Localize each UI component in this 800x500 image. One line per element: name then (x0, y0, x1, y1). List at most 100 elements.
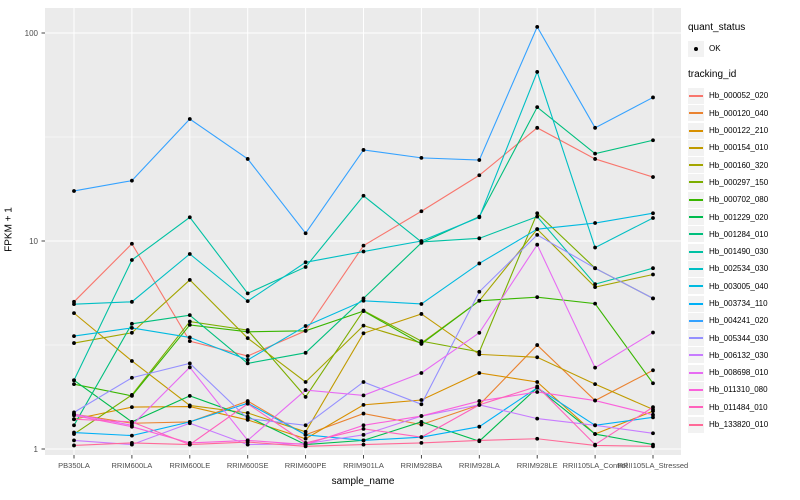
data-point (651, 138, 655, 143)
data-point (477, 261, 482, 266)
data-point (419, 440, 424, 445)
x-tick-label: RRII105LA_Stressed (617, 461, 689, 470)
data-point (593, 245, 597, 250)
legend-line-swatch (689, 233, 703, 236)
data-point (535, 214, 540, 219)
legend-line-swatch (689, 94, 703, 97)
legend: quant_status OK tracking_id Hb_000052_02… (688, 22, 800, 433)
data-point (361, 438, 366, 443)
data-point (187, 361, 192, 366)
data-point (187, 442, 192, 447)
y-axis-title: FPKM + 1 (3, 207, 15, 252)
legend-item-label: Hb_001284_010 (709, 229, 769, 239)
legend-item-Hb_005344_030: Hb_005344_030 (688, 329, 800, 347)
legend-key-box (688, 209, 704, 226)
legend-key-box (688, 243, 704, 260)
point-marker-icon (694, 46, 698, 51)
data-point (419, 302, 424, 306)
legend-item-Hb_000297_150: Hb_000297_150 (688, 174, 800, 191)
data-point (361, 298, 366, 303)
legend-item-label: Hb_011484_010 (709, 402, 768, 412)
legend-key-box (688, 416, 704, 433)
legend-key-box (688, 40, 704, 57)
legend-key-box (688, 87, 704, 104)
data-point (245, 354, 250, 358)
data-point (477, 438, 482, 443)
data-point (419, 414, 424, 418)
data-point (477, 215, 482, 220)
data-point (361, 426, 366, 431)
data-point (651, 296, 655, 301)
x-tick-label: RRIM600LE (169, 461, 211, 470)
data-point (130, 321, 134, 326)
data-point (651, 412, 655, 417)
legend-key-box (688, 399, 704, 416)
legend-item-Hb_001284_010: Hb_001284_010 (688, 226, 800, 243)
data-point (361, 393, 366, 398)
data-point (130, 299, 134, 304)
legend-line-swatch (689, 319, 703, 322)
data-point (187, 313, 192, 318)
x-tick-label: PB350LA (58, 461, 90, 470)
legend-item-label: Hb_000160_320 (709, 160, 769, 170)
data-point (130, 178, 134, 183)
data-point (361, 193, 366, 198)
legend-item-label: Hb_004241_020 (709, 316, 769, 326)
legend-line-swatch (689, 354, 703, 357)
x-tick-label: RRIM928LE (516, 461, 558, 470)
legend-key-box (688, 278, 704, 295)
legend-item-ok: OK (688, 40, 800, 57)
legend-title-tracking-id: tracking_id (688, 69, 737, 81)
data-point (477, 158, 482, 162)
data-point (535, 355, 540, 360)
data-point (593, 398, 597, 403)
data-point (303, 328, 308, 333)
legend-item-label: OK (709, 44, 721, 54)
data-point (245, 299, 250, 304)
data-point (303, 388, 308, 392)
data-point (130, 330, 134, 335)
data-point (72, 417, 76, 422)
data-point (187, 394, 192, 398)
data-point (477, 289, 482, 294)
legend-item-Hb_003734_110: Hb_003734_110 (688, 295, 800, 312)
data-point (651, 431, 655, 436)
legend-item-label: Hb_000297_150 (709, 177, 769, 187)
data-point (419, 209, 424, 214)
data-point (72, 378, 76, 383)
data-point (245, 291, 250, 296)
data-point (535, 70, 540, 74)
data-point (419, 402, 424, 407)
legend-item-label: Hb_011310_080 (709, 385, 768, 395)
legend-key-box (688, 312, 704, 329)
data-point (535, 416, 540, 421)
data-point (535, 436, 540, 441)
legend-item-Hb_000052_020: Hb_000052_020 (688, 87, 800, 104)
data-point (651, 95, 655, 100)
data-point (477, 402, 482, 407)
data-point (303, 432, 308, 437)
legend-line-swatch (689, 216, 703, 219)
legend-line-swatch (689, 198, 703, 201)
data-point (419, 371, 424, 375)
legend-item-label: Hb_003005_040 (709, 281, 769, 291)
data-point (535, 343, 540, 347)
data-point (419, 419, 424, 424)
legend-line-swatch (689, 371, 703, 374)
data-point (477, 371, 482, 375)
legend-key-box (688, 174, 704, 191)
legend-key-box (688, 347, 704, 364)
data-point (303, 423, 308, 428)
data-point (593, 365, 597, 370)
data-point (419, 239, 424, 243)
x-tick-label: RRIM600SE (226, 461, 269, 470)
x-tick-label: RRIM600LA (111, 461, 153, 470)
data-point (361, 442, 366, 447)
data-point (651, 216, 655, 220)
data-point (187, 323, 192, 327)
data-point (361, 411, 366, 416)
data-point (72, 189, 76, 193)
data-point (419, 342, 424, 346)
data-point (303, 350, 308, 355)
data-point (245, 329, 250, 334)
